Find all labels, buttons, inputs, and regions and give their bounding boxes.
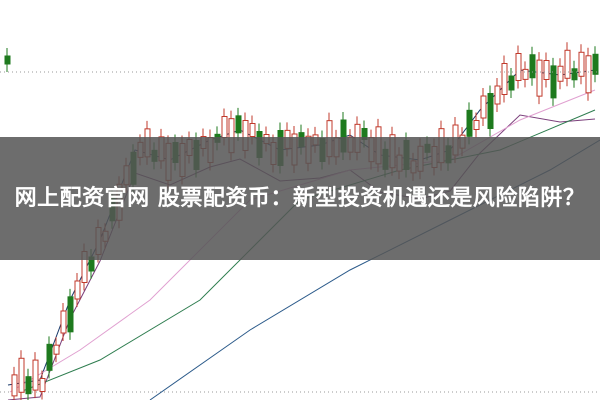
candle-up (473, 120, 480, 130)
candle-up (494, 85, 501, 105)
candle-down (67, 296, 74, 333)
candle-up (480, 95, 487, 119)
candle-up (74, 280, 81, 300)
candle-up (578, 51, 585, 77)
candle-down (529, 54, 536, 79)
candle-up (522, 68, 529, 80)
candle-up (501, 63, 508, 95)
candle-up (585, 55, 592, 94)
candle-up (39, 378, 46, 392)
candle-up (557, 65, 564, 82)
candle-down (487, 93, 494, 129)
candle-up (536, 59, 543, 97)
candle-up (515, 53, 522, 81)
candle-down (508, 75, 515, 91)
candle-up (564, 49, 571, 79)
candle-down (550, 65, 557, 99)
candle-down (25, 376, 32, 395)
article-title: 网上配资官网 股票配资币：新型投资机遇还是风险陷阱？ (14, 185, 586, 211)
candle-down (466, 109, 473, 137)
candle-up (543, 60, 550, 80)
candle-up (249, 123, 256, 137)
candle-up (221, 116, 228, 138)
candle-down (46, 343, 53, 371)
candle-up (18, 357, 25, 393)
candle-up (11, 374, 18, 397)
candle-down (235, 115, 242, 134)
candle-down (4, 55, 11, 65)
candle-down (592, 53, 599, 75)
title-banner: 网上配资官网 股票配资币：新型投资机遇还是风险陷阱？ (0, 137, 600, 260)
candle-down (571, 68, 578, 81)
candle-up (53, 344, 60, 355)
candle-up (32, 359, 39, 391)
candle-up (60, 310, 67, 334)
